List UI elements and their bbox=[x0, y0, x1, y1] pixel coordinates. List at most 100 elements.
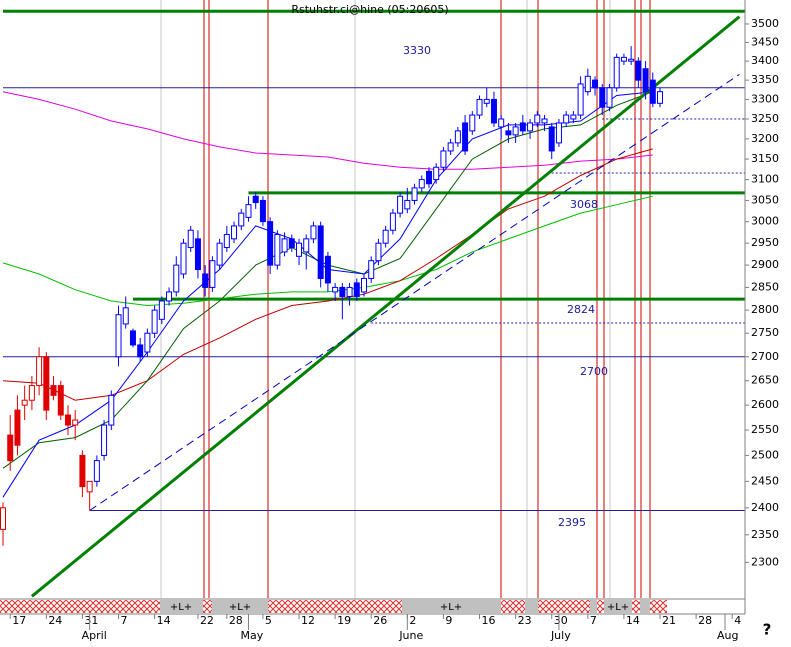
x-tick-label: 28 bbox=[229, 614, 243, 627]
candle-body bbox=[339, 286, 346, 297]
candle-body bbox=[79, 454, 86, 488]
candle-body bbox=[592, 79, 599, 89]
phase-hatch bbox=[632, 600, 640, 613]
candle-body bbox=[86, 480, 93, 493]
x-tick-label: 14 bbox=[157, 614, 171, 627]
month-label: June bbox=[398, 629, 423, 642]
candle-body bbox=[433, 166, 440, 181]
candle-body bbox=[202, 273, 209, 288]
y-tick-label: 3000 bbox=[751, 215, 779, 228]
x-tick-label: 22 bbox=[200, 614, 214, 627]
y-tick-label: 3200 bbox=[751, 132, 779, 145]
candle-body bbox=[166, 291, 173, 302]
y-tick-label: 2450 bbox=[751, 474, 779, 487]
y-tick-label: 3300 bbox=[751, 92, 779, 105]
candle-body bbox=[628, 58, 635, 62]
candle-body bbox=[498, 118, 505, 128]
candle-body bbox=[527, 122, 534, 132]
candle-body bbox=[173, 264, 180, 293]
candle-body bbox=[7, 434, 14, 462]
candle-body bbox=[187, 229, 194, 249]
x-tick-label: 30 bbox=[554, 614, 568, 627]
candle-body bbox=[404, 199, 411, 210]
level-label: 2395 bbox=[558, 516, 586, 529]
candle-body bbox=[490, 98, 497, 124]
y-tick-label: 2600 bbox=[751, 398, 779, 411]
x-tick-label: 21 bbox=[662, 614, 676, 627]
candle-body bbox=[0, 507, 6, 530]
candle-body bbox=[21, 399, 28, 406]
candle-body bbox=[418, 179, 425, 189]
candle-body bbox=[129, 330, 136, 346]
phase-hatch bbox=[268, 600, 402, 613]
x-tick-label: 16 bbox=[482, 614, 496, 627]
y-tick-label: 2500 bbox=[751, 448, 779, 461]
candle-body bbox=[563, 114, 570, 124]
x-tick-label: 2 bbox=[409, 614, 416, 627]
phase-hatch bbox=[650, 600, 667, 613]
candle-body bbox=[361, 277, 367, 293]
y-tick-label: 2950 bbox=[751, 236, 779, 249]
x-tick-label: 12 bbox=[301, 614, 315, 627]
phase-hatch bbox=[538, 600, 590, 613]
candle-body bbox=[209, 260, 216, 288]
help-icon[interactable]: ? bbox=[763, 621, 772, 639]
phase-bar: +L+ +L+ +L+ +L+ bbox=[0, 600, 667, 613]
x-tick-label: 31 bbox=[84, 614, 98, 627]
candle-body bbox=[115, 314, 122, 358]
candle-body bbox=[223, 234, 230, 249]
candle-body bbox=[447, 142, 454, 152]
candle-body bbox=[541, 118, 548, 124]
x-tick-label: 14 bbox=[626, 614, 640, 627]
candle-body bbox=[158, 300, 165, 320]
y-tick-label: 2550 bbox=[751, 423, 779, 436]
y-tick-label: 3450 bbox=[751, 35, 779, 48]
candle-body bbox=[259, 199, 266, 223]
candle-body bbox=[252, 195, 259, 204]
y-tick-label: 3050 bbox=[751, 193, 779, 206]
y-tick-label: 2800 bbox=[751, 303, 779, 316]
x-tick-label: 28 bbox=[698, 614, 712, 627]
month-label: April bbox=[82, 629, 107, 642]
phase-gray bbox=[212, 600, 268, 613]
candle-body bbox=[440, 150, 447, 168]
candle-body bbox=[411, 187, 418, 201]
candle-body bbox=[64, 414, 71, 426]
x-tick-label: 9 bbox=[445, 614, 452, 627]
candle-body bbox=[570, 114, 577, 120]
candle-body bbox=[93, 460, 100, 482]
y-tick-label: 2650 bbox=[751, 374, 779, 387]
candle-body bbox=[620, 56, 627, 62]
candle-body bbox=[555, 122, 562, 144]
y-tick-label: 2700 bbox=[751, 350, 779, 363]
candle-body bbox=[281, 238, 288, 253]
y-tick-label: 3400 bbox=[751, 54, 779, 67]
candle-body bbox=[462, 122, 469, 152]
month-label: May bbox=[240, 629, 263, 642]
candle-body bbox=[238, 212, 245, 227]
y-tick-label: 3100 bbox=[751, 173, 779, 186]
candle-body bbox=[28, 385, 35, 401]
phase-hatch bbox=[501, 600, 525, 613]
candle-body bbox=[584, 75, 591, 93]
phase-label: +L+ bbox=[170, 602, 192, 613]
candle-body bbox=[483, 98, 490, 104]
candle-body bbox=[144, 332, 151, 353]
candle-body bbox=[72, 419, 79, 426]
trend-line bbox=[89, 73, 740, 511]
candle-body bbox=[151, 309, 158, 334]
candle-body bbox=[303, 238, 310, 253]
candle-body bbox=[606, 87, 613, 108]
x-tick-label: 24 bbox=[48, 614, 62, 627]
candle-body bbox=[108, 394, 115, 426]
x-tick-label: 19 bbox=[337, 614, 351, 627]
candle-body bbox=[642, 68, 649, 93]
x-tick-label: 7 bbox=[590, 614, 597, 627]
candle-body bbox=[599, 87, 606, 108]
month-label: Aug bbox=[717, 629, 738, 642]
y-tick-label: 3250 bbox=[751, 112, 779, 125]
candle-body bbox=[657, 91, 664, 104]
candle-body bbox=[324, 255, 331, 284]
y-tick-label: 2350 bbox=[751, 528, 779, 541]
